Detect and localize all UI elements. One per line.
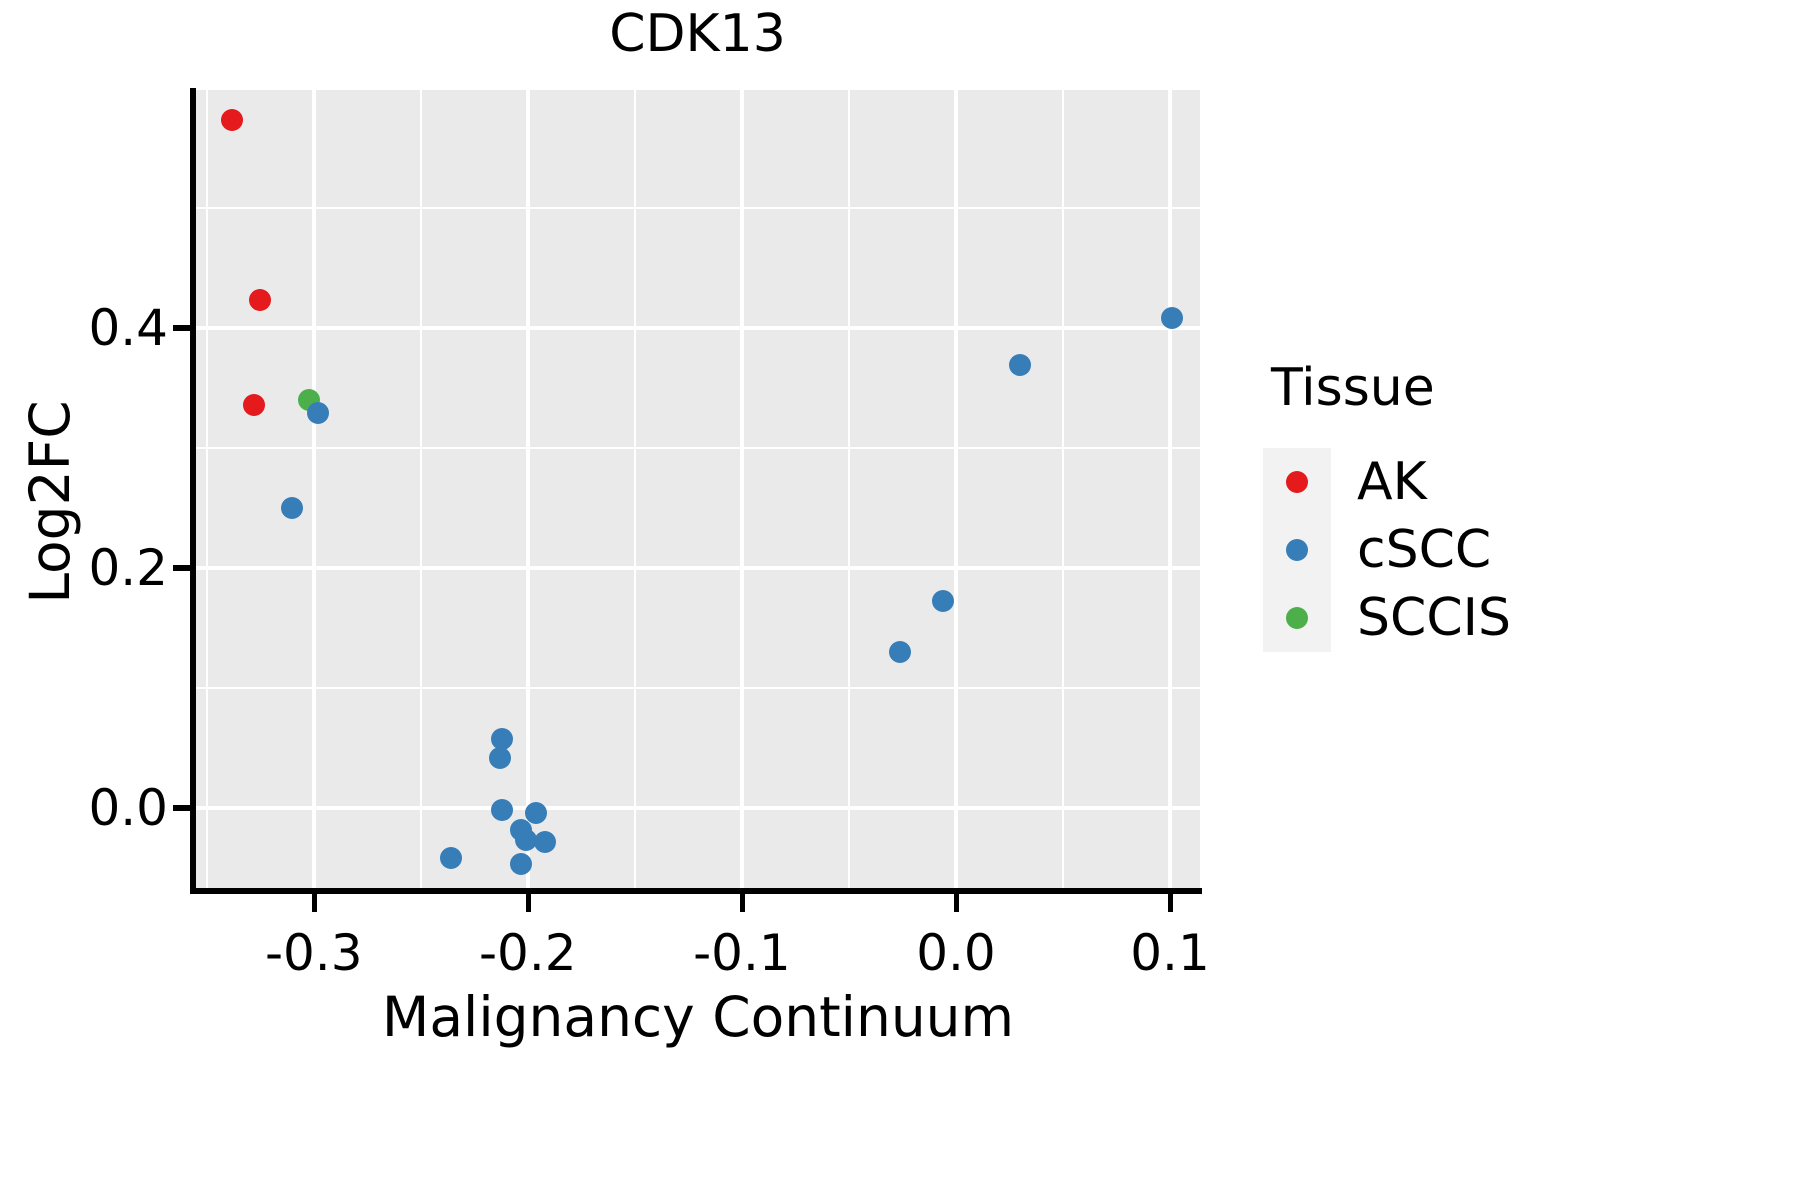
data-point-cscc <box>439 846 462 869</box>
x-axis-label: Malignancy Continuum <box>381 985 1015 1049</box>
x-tick-label: 0.1 <box>1130 924 1210 982</box>
gridline-horizontal <box>196 325 1200 330</box>
x-tick <box>525 894 531 912</box>
data-point-ak <box>249 289 272 312</box>
data-point-cscc <box>932 589 955 612</box>
gridline-vertical <box>311 90 316 890</box>
gridline-vertical <box>525 90 530 890</box>
x-tick-label: -0.1 <box>693 924 791 982</box>
y-tick-label: 0.4 <box>88 298 168 357</box>
legend-label: SCCIS <box>1357 588 1511 648</box>
data-point-cscc <box>514 828 537 851</box>
data-point-cscc <box>533 830 556 853</box>
data-point-cscc <box>1161 307 1184 330</box>
x-tick-label: -0.3 <box>264 924 363 982</box>
gridline-vertical <box>1061 90 1064 890</box>
gridline-horizontal <box>196 566 1200 571</box>
legend-dot-icon <box>1286 471 1308 493</box>
gridline-vertical <box>419 90 422 890</box>
data-point-cscc <box>491 798 514 821</box>
x-tick <box>311 894 317 912</box>
data-point-cscc <box>525 802 548 825</box>
x-tick <box>739 894 745 912</box>
y-axis-label: Log2FC <box>18 400 82 604</box>
gridline-horizontal <box>196 806 1200 811</box>
gridline-horizontal <box>196 446 1200 449</box>
y-axis-line <box>190 88 196 894</box>
gridline-horizontal <box>196 687 1200 690</box>
y-tick <box>173 565 191 572</box>
legend-key <box>1263 516 1331 584</box>
legend-key <box>1263 448 1331 516</box>
y-tick-label: 0.0 <box>88 779 168 838</box>
gridline-vertical <box>1168 90 1173 890</box>
data-point-ak <box>221 109 244 132</box>
data-point-cscc <box>281 497 304 520</box>
data-point-cscc <box>488 746 511 769</box>
data-point-cscc <box>491 727 514 750</box>
legend-dot-icon <box>1286 539 1308 561</box>
gridline-vertical <box>739 90 744 890</box>
legend-item-ak[interactable]: AK <box>1263 448 1663 516</box>
data-point-cscc <box>307 402 330 425</box>
legend-label: AK <box>1357 452 1427 512</box>
x-tick <box>1168 894 1174 912</box>
y-tick-label: 0.2 <box>88 539 168 598</box>
x-axis-line <box>190 888 1202 894</box>
gridline-vertical <box>633 90 636 890</box>
legend-label: cSCC <box>1357 520 1492 580</box>
y-tick <box>173 805 191 812</box>
legend-key <box>1263 584 1331 652</box>
legend-title: Tissue <box>1271 358 1435 418</box>
legend-item-cscc[interactable]: cSCC <box>1263 516 1663 584</box>
data-point-cscc <box>1009 354 1032 377</box>
data-point-cscc <box>889 641 912 664</box>
gridline-vertical <box>205 90 208 890</box>
legend: Tissue AK cSCC SCCIS <box>1263 358 1663 652</box>
legend-items: AK cSCC SCCIS <box>1263 448 1663 652</box>
x-tick-label: 0.0 <box>916 924 996 982</box>
x-tick <box>953 894 959 912</box>
gridline-vertical <box>953 90 958 890</box>
plot-panel <box>196 90 1200 890</box>
gridline-horizontal <box>196 206 1200 209</box>
legend-dot-icon <box>1286 607 1308 629</box>
gridline-vertical <box>847 90 850 890</box>
x-tick-label: -0.2 <box>479 924 577 982</box>
chart-title: CDK13 <box>609 4 786 64</box>
y-tick <box>173 324 191 331</box>
legend-item-sccis[interactable]: SCCIS <box>1263 584 1663 652</box>
data-point-ak <box>242 393 265 416</box>
data-point-cscc <box>510 852 533 875</box>
